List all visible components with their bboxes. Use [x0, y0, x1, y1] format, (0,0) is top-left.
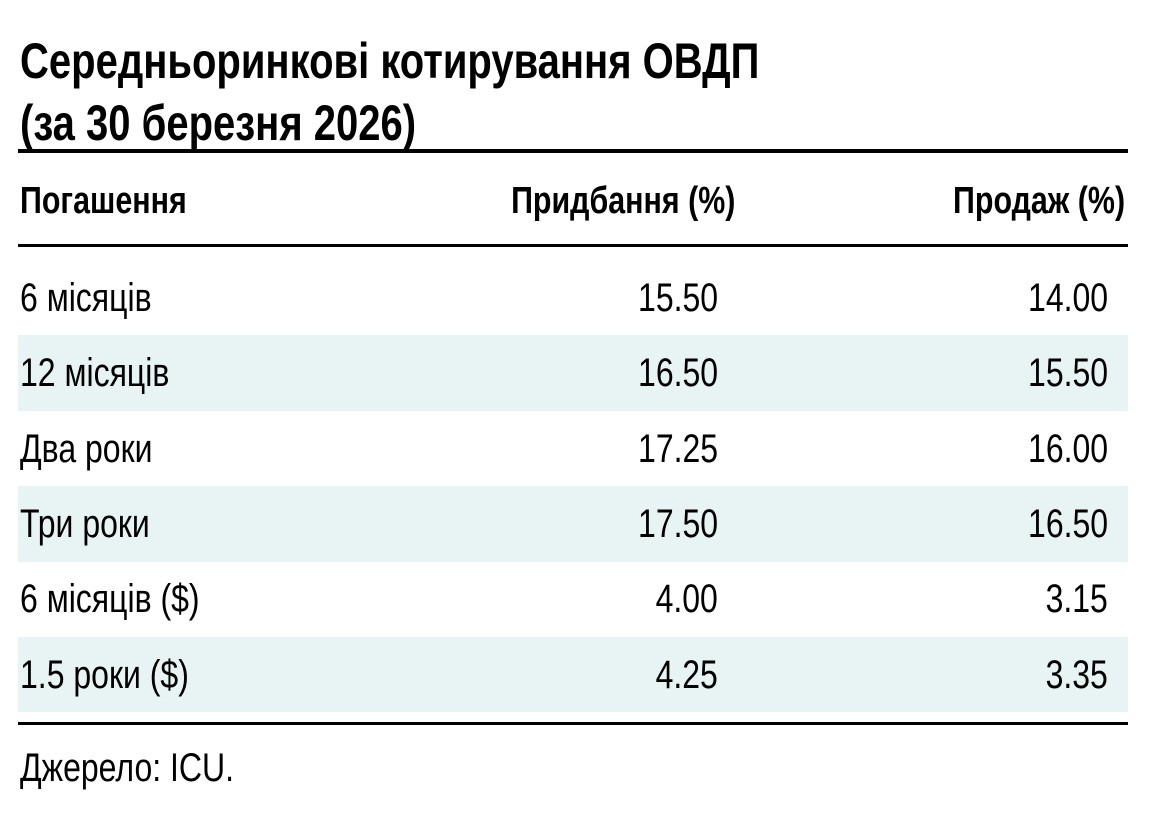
column-header: Придбання (%) — [510, 180, 735, 222]
cell-value: 17.50 — [637, 501, 718, 546]
rule — [18, 722, 1128, 725]
cell-value: 16.50 — [1027, 501, 1108, 546]
row-band — [18, 486, 1128, 562]
row-label: Три роки — [20, 501, 150, 546]
cell-value: 3.15 — [1045, 577, 1108, 622]
row-label: 6 місяців ($) — [20, 577, 200, 622]
cell-value: 15.50 — [1027, 351, 1108, 396]
row-label: 12 місяців — [20, 351, 170, 396]
title: Середньоринкові котирування ОВДП — [20, 33, 760, 89]
cell-value: 16.50 — [637, 351, 718, 396]
row-label: Два роки — [20, 426, 153, 471]
cell-value: 15.50 — [637, 275, 718, 320]
title: (за 30 березня 2026) — [20, 95, 417, 151]
source: Джерело: ICU. — [20, 746, 235, 790]
rule — [18, 149, 1128, 153]
rule — [18, 244, 1128, 247]
row-band — [18, 637, 1128, 713]
cell-value: 14.00 — [1027, 275, 1108, 320]
cell-value: 17.25 — [637, 426, 718, 471]
column-header: Погашення — [20, 180, 187, 222]
row-band — [18, 335, 1128, 411]
column-header: Продаж (%) — [952, 180, 1125, 222]
row-label: 1.5 роки ($) — [20, 652, 189, 697]
cell-value: 4.25 — [655, 652, 718, 697]
row-label: 6 місяців — [20, 275, 152, 320]
cell-value: 16.00 — [1027, 426, 1108, 471]
cell-value: 4.00 — [655, 577, 718, 622]
cell-value: 3.35 — [1045, 652, 1108, 697]
